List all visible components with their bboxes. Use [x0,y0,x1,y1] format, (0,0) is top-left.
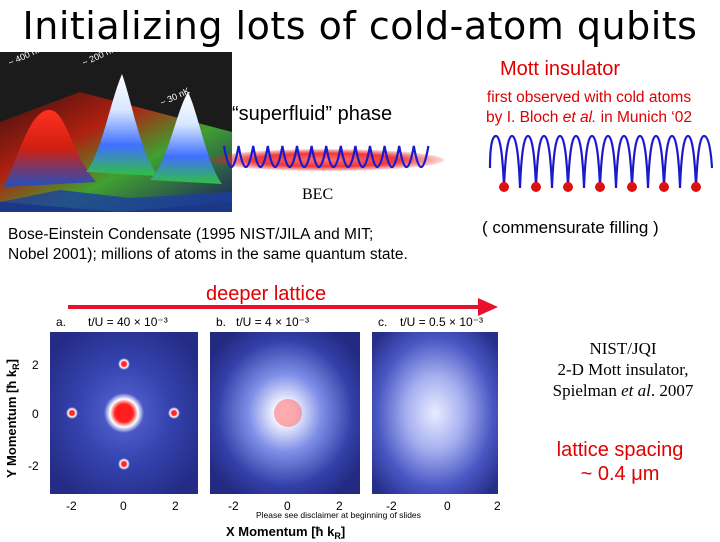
panel-a-label: t/U = 40 × 10⁻³ [88,315,168,329]
mott-insulator-label: Mott insulator [500,58,621,80]
panel-c-letter: c. [378,315,387,329]
y-tick-2: 2 [32,358,39,372]
first-observed-line1: first observed with cold atoms [486,89,692,106]
x-tick-b-neg2: -2 [228,499,239,513]
lattice-spacing-note: lattice spacing ~ 0.4 μm [540,438,700,486]
first-observed-note: first observed with cold atoms by I. Blo… [458,88,720,128]
nist-et-al: et al [621,381,651,400]
nist-line3-post: . 2007 [650,381,694,400]
first-observed-line2-pre: by I. Bloch [486,109,563,126]
panel-a-peak-top [118,358,130,370]
atom-1 [499,182,509,192]
x-tick-c-0: 0 [444,499,451,513]
panel-c-label: t/U = 0.5 × 10⁻³ [400,315,483,329]
y-tick-neg2: -2 [28,459,39,473]
x-tick-b-0: 0 [284,499,291,513]
nist-line1: NIST/JQI [589,339,657,358]
bec-description-line2: Nobel 2001); millions of atoms in the sa… [8,246,408,263]
slide-title: Initializing lots of cold-atom qubits [22,4,698,48]
panel-b-central-peak [274,399,302,427]
disclaimer-text: Please see disclaimer at beginning of sl… [256,510,421,520]
y-axis-label: Y Momentum [ħ kR] [4,359,21,478]
panel-a-central-peak [104,393,144,433]
mott-lattice-diagram [488,134,714,192]
atom-6 [659,182,669,192]
panel-c-image [372,332,498,494]
commensurate-filling-note: ( commensurate filling ) [482,218,659,237]
atom-2 [531,182,541,192]
deeper-lattice-label: deeper lattice [206,283,327,305]
atom-7 [691,182,701,192]
x-tick-c-2: 2 [494,499,501,513]
superfluid-lattice-diagram [208,145,444,171]
first-observed-line2-post: in Munich ‘02 [596,109,692,126]
nist-line2: 2-D Mott insulator, [557,360,689,379]
panel-a-peak-left [66,407,78,419]
bec-description-line1: Bose-Einstein Condensate (1995 NIST/JILA… [8,226,374,243]
x-tick-c-neg2: -2 [386,499,397,513]
x-tick-a-neg2: -2 [66,499,77,513]
x-tick-a-0: 0 [120,499,127,513]
bec-description: Bose-Einstein Condensate (1995 NIST/JILA… [8,225,408,265]
x-tick-b-2: 2 [336,499,343,513]
bec-surface-plot: ~ 400 nK ~ 200 nK ~ 30 nK [0,52,232,212]
momentum-panels-figure: a. t/U = 40 × 10⁻³ b. t/U = 4 × 10⁻³ c. … [4,315,501,541]
panel-a-peak-bottom [118,458,130,470]
bec-label: BEC [302,186,334,203]
panel-b-letter: b. [216,315,226,329]
panel-a-peak-right [168,407,180,419]
atom-5 [627,182,637,192]
lattice-spacing-line1: lattice spacing [556,439,684,461]
atom-3 [563,182,573,192]
lattice-spacing-line2: ~ 0.4 μm [580,463,660,485]
nist-jqi-note: NIST/JQI 2-D Mott insulator, Spielman et… [528,338,718,401]
atom-4 [595,182,605,192]
first-observed-et-al: et al. [562,109,597,126]
superfluid-phase-label: “superfluid” phase [232,103,393,125]
panel-a-letter: a. [56,315,66,329]
deeper-lattice-arrow [68,298,498,316]
nist-line3-pre: Spielman [552,381,622,400]
panel-b-label: t/U = 4 × 10⁻³ [236,315,309,329]
x-axis-label: X Momentum [ħ kR] [226,524,345,541]
x-tick-a-2: 2 [172,499,179,513]
y-tick-0: 0 [32,407,39,421]
